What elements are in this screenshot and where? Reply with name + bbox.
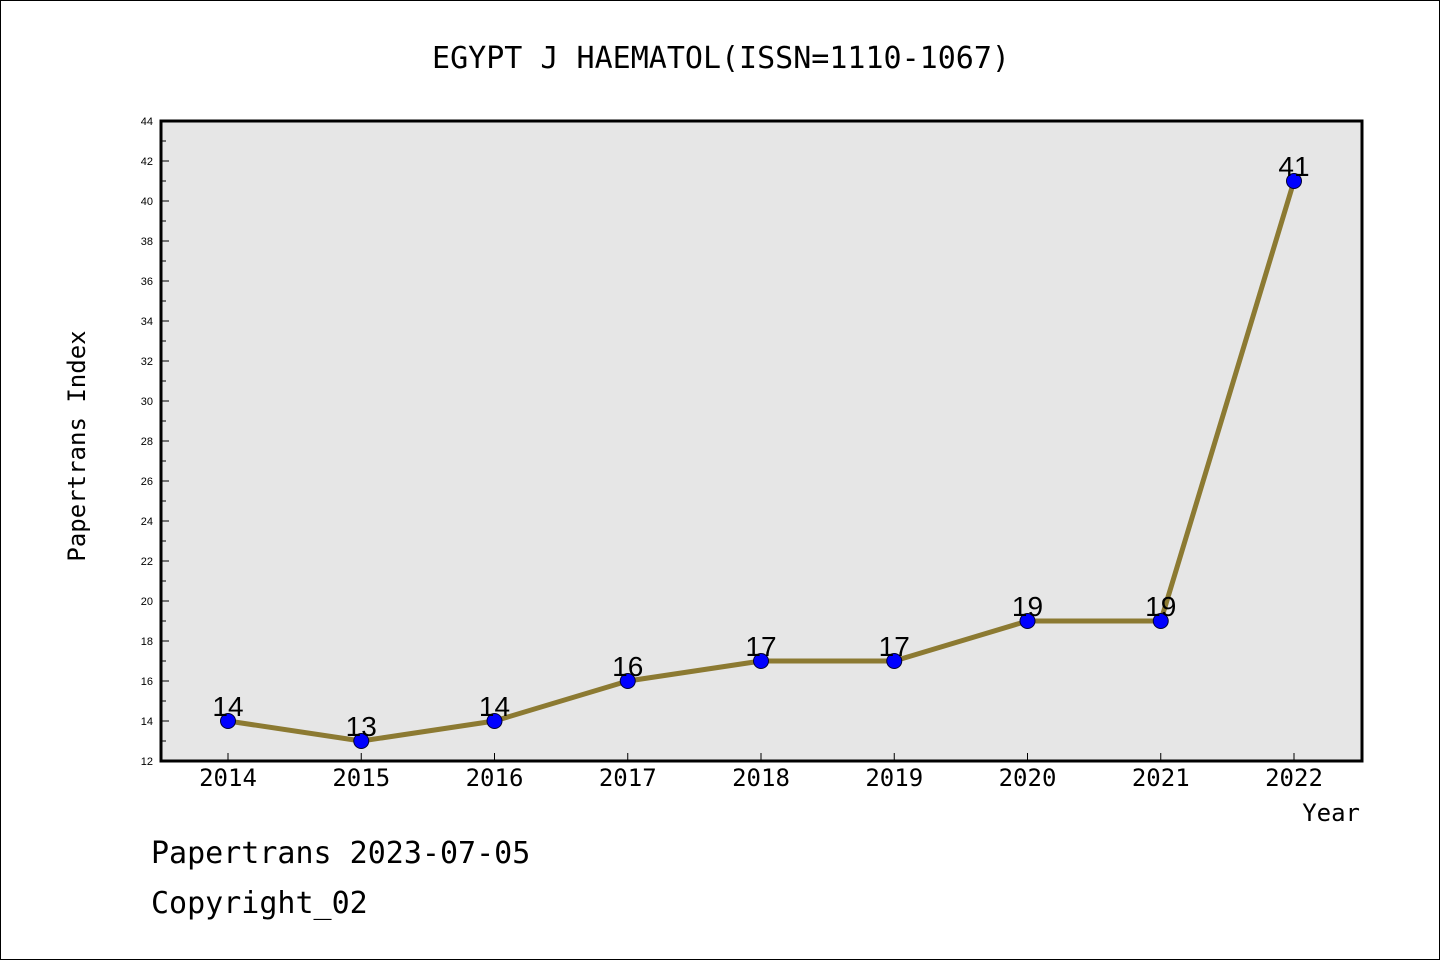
y-tick-label: 34 <box>141 316 153 328</box>
data-label: 14 <box>479 691 510 722</box>
x-tick-label: 2017 <box>599 764 657 792</box>
y-tick-label: 16 <box>141 676 153 688</box>
data-label: 17 <box>879 631 910 662</box>
y-tick-label: 24 <box>141 516 153 528</box>
data-point <box>1286 173 1302 189</box>
y-tick-label: 40 <box>141 196 153 208</box>
y-tick-label: 12 <box>141 756 153 768</box>
data-label: 41 <box>1278 151 1309 182</box>
y-axis-ticks: 12 14 16 18 20 22 24 26 28 30 32 34 36 38 40 42 44 <box>141 116 169 768</box>
y-tick-label: 20 <box>141 596 153 608</box>
data-label: 19 <box>1012 591 1043 622</box>
y-tick-label: 30 <box>141 396 153 408</box>
data-point <box>1152 613 1169 629</box>
data-point <box>1019 613 1036 629</box>
footer-copyright: Copyright_02 <box>151 886 368 921</box>
footer-date: Papertrans 2023-07-05 <box>151 836 531 871</box>
x-tick-label: 2022 <box>1265 764 1323 792</box>
y-tick-label: 42 <box>141 156 153 168</box>
y-tick-label: 26 <box>141 476 153 488</box>
x-axis-ticks: 2014 2015 2016 2017 2018 2019 2020 2021 2022 <box>199 753 1323 792</box>
data-label: 16 <box>612 651 643 682</box>
series-group: 14 13 14 16 17 17 19 19 41 <box>212 151 1310 749</box>
y-tick-label: 32 <box>141 356 153 368</box>
x-tick-label: 2014 <box>199 764 257 792</box>
data-label: 14 <box>212 691 243 722</box>
chart-title: EGYPT J HAEMATOL(ISSN=1110-1067) <box>432 41 1010 76</box>
data-label: 13 <box>346 711 377 742</box>
y-axis-label: Papertrans Index <box>63 330 91 561</box>
data-point <box>353 733 370 749</box>
x-tick-label: 2016 <box>466 764 524 792</box>
y-tick-label: 44 <box>141 116 153 128</box>
y-tick-label: 36 <box>141 276 153 288</box>
data-label: 17 <box>745 631 776 662</box>
y-tick-label: 38 <box>141 236 153 248</box>
data-point <box>886 653 903 669</box>
x-tick-label: 2020 <box>999 764 1057 792</box>
x-tick-label: 2021 <box>1132 764 1190 792</box>
x-tick-label: 2015 <box>332 764 390 792</box>
data-point <box>753 653 769 669</box>
data-point <box>220 713 236 729</box>
y-tick-label: 18 <box>141 636 153 648</box>
x-axis-label: Year <box>1302 799 1360 827</box>
data-point <box>619 673 636 689</box>
data-label: 19 <box>1145 591 1176 622</box>
y-tick-label: 14 <box>141 716 153 728</box>
x-tick-label: 2019 <box>865 764 923 792</box>
data-point <box>486 713 503 729</box>
plot-frame <box>159 119 1364 763</box>
y-tick-label: 22 <box>141 556 153 568</box>
y-tick-label: 28 <box>141 436 153 448</box>
x-tick-label: 2018 <box>732 764 790 792</box>
